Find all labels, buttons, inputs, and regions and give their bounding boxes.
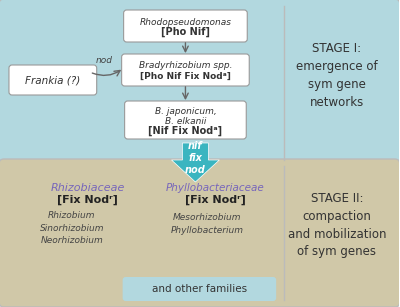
Text: B. elkanii: B. elkanii [165,116,206,126]
Text: and other families: and other families [152,284,247,294]
Text: B. japonicum,: B. japonicum, [154,107,216,115]
Text: [Pho Nif Fix Nodᵃ]: [Pho Nif Fix Nodᵃ] [140,72,231,80]
Text: STAGE I:
emergence of
sym gene
networks: STAGE I: emergence of sym gene networks [296,41,378,108]
Polygon shape [172,143,219,182]
Text: [Fix Nodʳ]: [Fix Nodʳ] [57,195,118,205]
FancyBboxPatch shape [0,0,400,166]
Text: STAGE II:
compaction
and mobilization
of sym genes: STAGE II: compaction and mobilization of… [288,192,386,258]
FancyBboxPatch shape [122,54,249,86]
Text: [Fix Nodʳ]: [Fix Nodʳ] [185,195,246,205]
Text: Frankia (?): Frankia (?) [25,75,80,85]
FancyBboxPatch shape [123,277,276,301]
Text: nod: nod [95,56,112,64]
Text: Phyllobacteriaceae: Phyllobacteriaceae [166,183,265,193]
Text: nif
fix
nod: nif fix nod [185,142,206,175]
Text: Rhodopseudomonas: Rhodopseudomonas [140,17,232,26]
Text: [Pho Nif]: [Pho Nif] [161,27,210,37]
Text: Mesorhizobium
Phyllobacterium: Mesorhizobium Phyllobacterium [171,213,244,235]
FancyBboxPatch shape [9,65,97,95]
Text: [Nif Fix Nodᵃ]: [Nif Fix Nodᵃ] [148,126,222,136]
Text: Bradyrhizobium spp.: Bradyrhizobium spp. [139,60,232,69]
Text: Rhizobium
Sinorhizobium
Neorhizobium: Rhizobium Sinorhizobium Neorhizobium [40,211,104,245]
FancyBboxPatch shape [124,10,247,42]
FancyBboxPatch shape [125,101,246,139]
Text: Rhizobiaceae: Rhizobiaceae [50,183,125,193]
FancyBboxPatch shape [0,159,400,307]
